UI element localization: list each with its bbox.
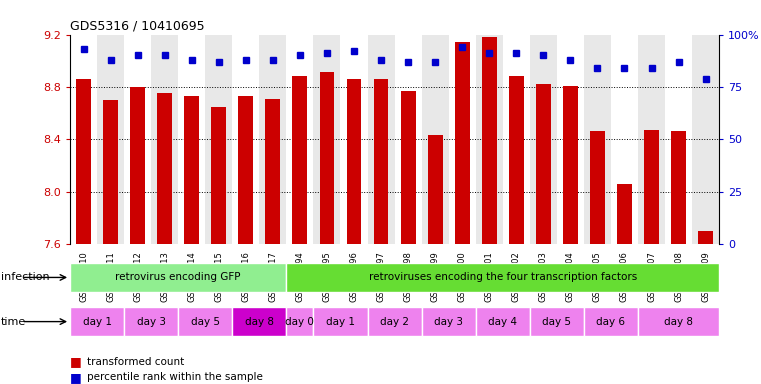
Text: day 5: day 5 — [543, 316, 572, 327]
Text: day 3: day 3 — [435, 316, 463, 327]
Text: day 5: day 5 — [191, 316, 220, 327]
Bar — [70, 307, 124, 336]
Text: ■: ■ — [70, 355, 81, 368]
Text: GDS5316 / 10410695: GDS5316 / 10410695 — [70, 19, 205, 32]
Bar — [260, 35, 286, 244]
Bar — [584, 307, 638, 336]
Bar — [428, 135, 443, 244]
Text: day 6: day 6 — [597, 316, 626, 327]
Bar — [503, 35, 530, 244]
Bar — [97, 35, 124, 244]
Bar — [698, 231, 713, 244]
Text: time: time — [1, 316, 26, 327]
Bar — [422, 35, 449, 244]
Text: retroviruses encoding the four transcription factors: retroviruses encoding the four transcrip… — [368, 272, 637, 283]
Bar — [394, 35, 422, 244]
Bar — [184, 96, 199, 244]
Bar — [158, 93, 172, 244]
Bar — [692, 35, 719, 244]
Bar — [530, 307, 584, 336]
Bar — [449, 35, 476, 244]
Bar — [611, 35, 638, 244]
Text: day 1: day 1 — [82, 316, 112, 327]
Bar — [286, 35, 314, 244]
Bar — [455, 42, 470, 244]
Bar — [584, 35, 611, 244]
Bar — [70, 263, 286, 292]
Bar — [76, 79, 91, 244]
Bar — [368, 35, 395, 244]
Bar — [212, 106, 226, 244]
Bar — [563, 86, 578, 244]
Bar — [400, 91, 416, 244]
Text: percentile rank within the sample: percentile rank within the sample — [87, 372, 263, 382]
Bar — [509, 76, 524, 244]
Bar — [476, 307, 530, 336]
Bar — [536, 84, 551, 244]
Text: day 8: day 8 — [664, 316, 693, 327]
Text: infection: infection — [1, 272, 49, 283]
Text: day 2: day 2 — [380, 316, 409, 327]
Bar — [320, 73, 334, 244]
Text: day 0: day 0 — [285, 316, 314, 327]
Bar — [130, 87, 145, 244]
Bar — [530, 35, 557, 244]
Bar — [286, 307, 314, 336]
Bar — [178, 307, 232, 336]
Bar — [124, 35, 151, 244]
Bar — [638, 307, 719, 336]
Bar — [476, 35, 503, 244]
Bar — [124, 307, 178, 336]
Text: day 1: day 1 — [326, 316, 355, 327]
Bar — [232, 307, 286, 336]
Text: retrovirus encoding GFP: retrovirus encoding GFP — [116, 272, 241, 283]
Bar — [205, 35, 232, 244]
Bar — [232, 35, 260, 244]
Bar — [557, 35, 584, 244]
Bar — [482, 37, 497, 244]
Text: day 8: day 8 — [245, 316, 274, 327]
Text: ■: ■ — [70, 371, 81, 384]
Bar — [590, 131, 605, 244]
Bar — [638, 35, 665, 244]
Text: day 3: day 3 — [137, 316, 166, 327]
Bar — [644, 130, 659, 244]
Bar — [314, 35, 340, 244]
Bar — [314, 307, 368, 336]
Text: transformed count: transformed count — [87, 357, 184, 367]
Bar — [671, 131, 686, 244]
Bar — [374, 79, 389, 244]
Bar — [286, 263, 719, 292]
Bar — [346, 79, 361, 244]
Bar — [665, 35, 692, 244]
Bar — [368, 307, 422, 336]
Bar — [292, 76, 307, 244]
Bar — [422, 307, 476, 336]
Bar — [178, 35, 205, 244]
Bar — [151, 35, 178, 244]
Bar — [617, 184, 632, 244]
Text: day 4: day 4 — [489, 316, 517, 327]
Bar — [70, 35, 97, 244]
Bar — [238, 96, 253, 244]
Bar — [103, 100, 118, 244]
Bar — [266, 99, 280, 244]
Bar — [340, 35, 368, 244]
